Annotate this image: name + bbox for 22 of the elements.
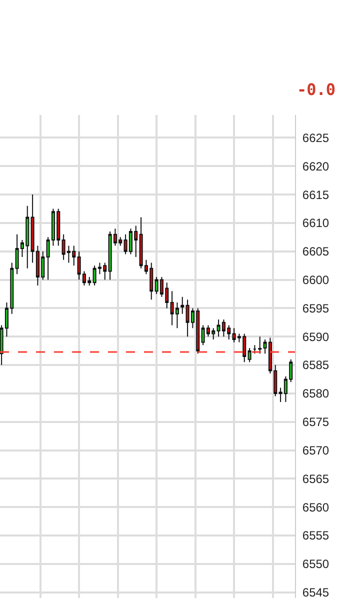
- y-tick-label: 6560: [302, 500, 330, 514]
- y-tick-label: 6615: [302, 188, 330, 202]
- y-tick-label: 6570: [302, 443, 330, 458]
- candlestick: [248, 347, 252, 363]
- candlestick: [180, 296, 184, 314]
- y-tick-label: 6565: [302, 472, 330, 486]
- y-tick-label: 6620: [302, 159, 330, 174]
- y-tick-label: 6590: [302, 330, 330, 344]
- y-tick-label: 6580: [302, 386, 330, 401]
- y-tick-label: 6610: [302, 216, 330, 230]
- candlestick: [258, 336, 262, 354]
- y-tick-label: 6555: [302, 528, 330, 543]
- y-tick-label: 6575: [302, 415, 330, 430]
- y-tick-label: 6605: [302, 244, 330, 259]
- y-tick-label: 6625: [302, 130, 330, 145]
- y-tick-label: 6600: [302, 272, 330, 287]
- y-tick-label: 6585: [302, 358, 330, 372]
- candlestick: [252, 344, 256, 354]
- y-tick-label: 6595: [302, 301, 330, 316]
- y-tick-label: 6545: [302, 586, 330, 600]
- y-tick-label: 6550: [302, 557, 330, 572]
- text: -0.0: [297, 80, 336, 99]
